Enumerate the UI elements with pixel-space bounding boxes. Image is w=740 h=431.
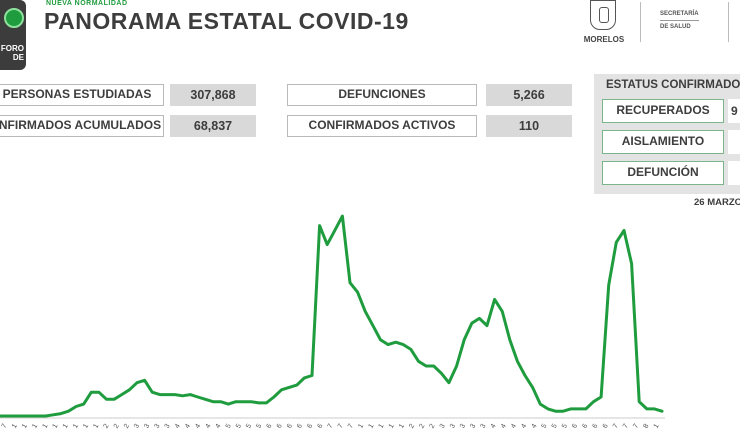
semaforo-text-2: DE [12,53,24,62]
x-tick-label: 6 [276,423,284,430]
morelos-logo: MORELOS [578,0,630,46]
x-tick-label: 1 [82,423,90,430]
defunciones-value: 5,266 [486,84,572,106]
x-tick-label: 3 [164,423,172,430]
x-tick-label: 1 [378,423,386,430]
confirmados-acumulados-value: 68,837 [170,115,256,137]
x-tick-label: 6 [286,423,294,430]
secretaria-line1: SECRETARÍA [660,11,699,17]
x-tick-label: 1 [11,423,19,430]
x-tick-label: 2 [103,423,111,430]
semaforo-label: FORO DE [0,44,26,62]
x-tick-label: 7 [327,423,335,430]
x-tick-label: 4 [184,423,192,430]
x-tick-label: 2 [418,423,426,430]
x-tick-label: 3 [469,423,477,430]
personas-estudiadas-value: 307,868 [170,84,256,106]
x-tick-label: 6 [581,423,589,430]
x-tick-label: 3 [143,423,151,430]
x-tick-label: 1 [72,423,80,430]
x-tick-label: 4 [174,423,182,430]
logo-divider-2 [728,2,729,42]
confirmados-acumulados-label: CONFIRMADOS ACUMULADOS [0,115,164,137]
x-tick-label: 3 [133,423,141,430]
x-tick-label: 5 [245,423,253,430]
x-tick-label: 2 [123,423,131,430]
x-tick-label: 7 [632,423,640,430]
x-tick-label: 1 [52,423,60,430]
x-tick-label: 5 [225,423,233,430]
x-tick-label: 4 [520,423,528,430]
state-logo-label: MORELOS [583,35,625,44]
aislamiento-label: AISLAMIENTO [602,130,724,154]
confirmados-activos-label: CONFIRMADOS ACTIVOS [287,115,477,137]
report-date: 26 MARZO [694,197,740,208]
x-tick-label: 3 [153,423,161,430]
x-tick-label: 4 [215,423,223,430]
state-shield-icon [590,0,616,30]
x-tick-label: 5 [561,423,569,430]
recuperados-label: RECUPERADOS [602,99,724,123]
x-tick-label: 2 [408,423,416,430]
x-tick-label: 6 [602,423,610,430]
recuperados-value: 9 [728,99,740,123]
secretaria-line2: DE SALUD [660,20,699,31]
x-tick-label: 2 [113,423,121,430]
x-tick-label: 6 [316,423,324,430]
x-tick-label: 1 [31,423,39,430]
x-tick-label: 4 [500,423,508,430]
x-tick-label: 4 [194,423,202,430]
x-tick-label: 1 [357,423,365,430]
x-tick-label: 5 [541,423,549,430]
x-tick-label: 3 [479,423,487,430]
x-tick-label: 6 [571,423,579,430]
cases-series-line [0,214,664,418]
x-tick-label: 3 [439,423,447,430]
x-tick-label: 1 [398,423,406,430]
x-tick-label: 6 [296,423,304,430]
x-tick-label: 7 [337,423,345,430]
x-tick-label: 1 [388,423,396,430]
secretaria-logo: SECRETARÍA DE SALUD [660,10,699,31]
aislamiento-value [728,130,740,154]
page-title: PANORAMA ESTATAL COVID-19 [44,8,409,34]
x-tick-label: 1 [21,423,29,430]
x-tick-label: 6 [266,423,274,430]
x-tick-label: 8 [642,423,650,430]
x-tick-label: 1 [62,423,70,430]
x-tick-label: 6 [592,423,600,430]
defunciones-label: DEFUNCIONES [287,84,477,106]
x-tick-label: 1 [41,423,49,430]
x-tick-label: 7 [1,423,9,430]
x-tick-label: 7 [622,423,630,430]
x-tick-label: 4 [490,423,498,430]
x-tick-label: 2 [429,423,437,430]
x-tick-label: 6 [306,423,314,430]
x-tick-label: 5 [255,423,263,430]
x-tick-label: 4 [510,423,518,430]
x-tick-label: 5 [551,423,559,430]
defuncion-label: DEFUNCIÓN [602,161,724,185]
confirmados-activos-value: 110 [486,115,572,137]
logo-divider [640,2,641,42]
x-tick-label: 1 [653,423,661,430]
x-tick-label: 1 [92,423,100,430]
x-tick-label: 3 [459,423,467,430]
x-tick-label: 7 [612,423,620,430]
status-panel-title: ESTATUS CONFIRMADOS [606,79,740,91]
x-tick-label: 5 [235,423,243,430]
personas-estudiadas-label: PERSONAS ESTUDIADAS [0,84,164,106]
x-tick-label: 4 [530,423,538,430]
defuncion-value [728,161,740,185]
x-tick-label: 7 [347,423,355,430]
supertitle: NUEVA NORMALIDAD [46,0,128,7]
traffic-light-icon [4,8,24,28]
x-tick-label: 3 [449,423,457,430]
x-tick-label: 4 [204,423,212,430]
semaforo-text-1: FORO [0,44,24,53]
x-tick-label: 1 [367,423,375,430]
